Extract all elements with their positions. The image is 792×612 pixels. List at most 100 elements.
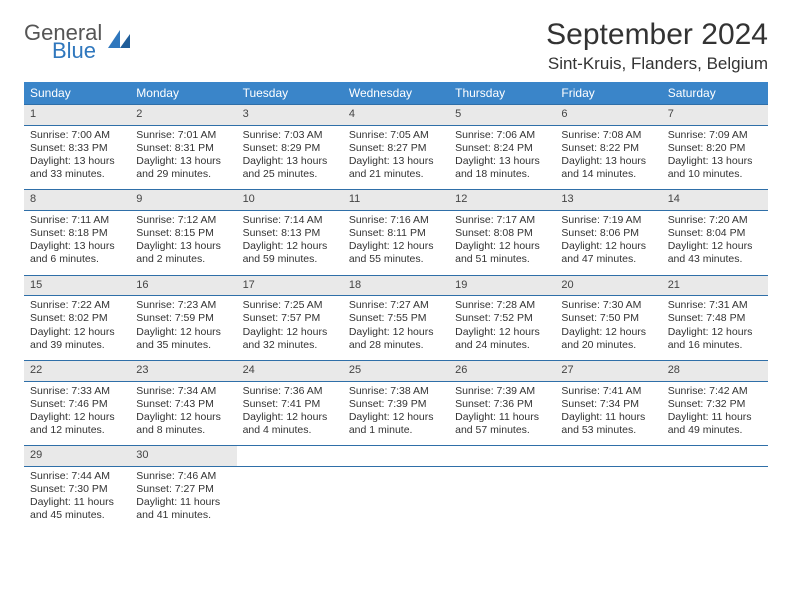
day-line-d2: and 2 minutes. [136,253,230,266]
day-line-d2: and 33 minutes. [30,168,124,181]
logo: General Blue [24,18,132,62]
day-cell [662,466,768,530]
day-line-d2: and 1 minute. [349,424,443,437]
day-line-d2: and 35 minutes. [136,339,230,352]
day-number [343,446,449,467]
day-line-sr: Sunrise: 7:01 AM [136,129,230,142]
day-number: 4 [343,105,449,126]
day-cell: Sunrise: 7:05 AMSunset: 8:27 PMDaylight:… [343,125,449,190]
day-line-sr: Sunrise: 7:31 AM [668,299,762,312]
location-text: Sint-Kruis, Flanders, Belgium [546,54,768,74]
day-line-ss: Sunset: 8:13 PM [243,227,337,240]
day-line-d2: and 29 minutes. [136,168,230,181]
day-line-d1: Daylight: 11 hours [136,496,230,509]
day-line-sr: Sunrise: 7:33 AM [30,385,124,398]
day-line-ss: Sunset: 7:41 PM [243,398,337,411]
day-line-sr: Sunrise: 7:22 AM [30,299,124,312]
day-line-ss: Sunset: 7:43 PM [136,398,230,411]
week-row: Sunrise: 7:00 AMSunset: 8:33 PMDaylight:… [24,125,768,190]
day-line-d2: and 57 minutes. [455,424,549,437]
day-cell [555,466,661,530]
day-line-ss: Sunset: 7:34 PM [561,398,655,411]
daynum-row: 15161718192021 [24,275,768,296]
day-number: 5 [449,105,555,126]
day-cell: Sunrise: 7:38 AMSunset: 7:39 PMDaylight:… [343,381,449,446]
day-cell: Sunrise: 7:44 AMSunset: 7:30 PMDaylight:… [24,466,130,530]
day-number: 16 [130,275,236,296]
day-number: 30 [130,446,236,467]
day-line-sr: Sunrise: 7:06 AM [455,129,549,142]
day-line-sr: Sunrise: 7:46 AM [136,470,230,483]
day-cell: Sunrise: 7:27 AMSunset: 7:55 PMDaylight:… [343,296,449,361]
day-number: 26 [449,360,555,381]
day-line-d1: Daylight: 12 hours [136,326,230,339]
day-number: 18 [343,275,449,296]
day-line-sr: Sunrise: 7:00 AM [30,129,124,142]
day-line-d1: Daylight: 13 hours [561,155,655,168]
day-line-d2: and 10 minutes. [668,168,762,181]
day-line-ss: Sunset: 8:18 PM [30,227,124,240]
day-line-d2: and 25 minutes. [243,168,337,181]
day-line-ss: Sunset: 8:08 PM [455,227,549,240]
day-line-ss: Sunset: 8:15 PM [136,227,230,240]
day-line-d2: and 20 minutes. [561,339,655,352]
day-cell: Sunrise: 7:39 AMSunset: 7:36 PMDaylight:… [449,381,555,446]
day-number: 13 [555,190,661,211]
month-title: September 2024 [546,18,768,52]
day-line-d2: and 32 minutes. [243,339,337,352]
day-line-d1: Daylight: 12 hours [243,411,337,424]
day-number: 14 [662,190,768,211]
day-line-d2: and 21 minutes. [349,168,443,181]
logo-mark-icon [108,26,132,53]
day-line-d2: and 41 minutes. [136,509,230,522]
day-line-ss: Sunset: 7:55 PM [349,312,443,325]
day-cell: Sunrise: 7:36 AMSunset: 7:41 PMDaylight:… [237,381,343,446]
day-number: 1 [24,105,130,126]
day-line-d1: Daylight: 13 hours [455,155,549,168]
day-number: 24 [237,360,343,381]
day-cell: Sunrise: 7:08 AMSunset: 8:22 PMDaylight:… [555,125,661,190]
day-line-ss: Sunset: 8:06 PM [561,227,655,240]
day-line-d2: and 45 minutes. [30,509,124,522]
day-line-d2: and 24 minutes. [455,339,549,352]
day-number [555,446,661,467]
header: General Blue September 2024 Sint-Kruis, … [24,18,768,74]
day-cell: Sunrise: 7:22 AMSunset: 8:02 PMDaylight:… [24,296,130,361]
day-line-sr: Sunrise: 7:16 AM [349,214,443,227]
day-line-sr: Sunrise: 7:27 AM [349,299,443,312]
day-line-d1: Daylight: 12 hours [455,326,549,339]
week-row: Sunrise: 7:44 AMSunset: 7:30 PMDaylight:… [24,466,768,530]
day-cell: Sunrise: 7:34 AMSunset: 7:43 PMDaylight:… [130,381,236,446]
day-line-ss: Sunset: 8:27 PM [349,142,443,155]
day-line-d2: and 59 minutes. [243,253,337,266]
day-line-d1: Daylight: 12 hours [30,326,124,339]
day-line-d2: and 4 minutes. [243,424,337,437]
day-cell [343,466,449,530]
day-line-d2: and 8 minutes. [136,424,230,437]
day-line-ss: Sunset: 7:32 PM [668,398,762,411]
day-line-d2: and 39 minutes. [30,339,124,352]
day-line-sr: Sunrise: 7:41 AM [561,385,655,398]
day-cell: Sunrise: 7:00 AMSunset: 8:33 PMDaylight:… [24,125,130,190]
day-number: 9 [130,190,236,211]
day-line-d2: and 28 minutes. [349,339,443,352]
day-line-ss: Sunset: 8:04 PM [668,227,762,240]
day-cell: Sunrise: 7:33 AMSunset: 7:46 PMDaylight:… [24,381,130,446]
day-number: 10 [237,190,343,211]
dayhead-mon: Monday [130,82,236,105]
day-line-d2: and 53 minutes. [561,424,655,437]
daynum-row: 2930 [24,446,768,467]
day-cell: Sunrise: 7:16 AMSunset: 8:11 PMDaylight:… [343,211,449,276]
day-number: 28 [662,360,768,381]
day-line-sr: Sunrise: 7:09 AM [668,129,762,142]
day-line-sr: Sunrise: 7:11 AM [30,214,124,227]
day-cell: Sunrise: 7:42 AMSunset: 7:32 PMDaylight:… [662,381,768,446]
day-line-ss: Sunset: 7:36 PM [455,398,549,411]
day-number: 25 [343,360,449,381]
day-number: 6 [555,105,661,126]
day-cell: Sunrise: 7:41 AMSunset: 7:34 PMDaylight:… [555,381,661,446]
dayhead-fri: Friday [555,82,661,105]
dayhead-thu: Thursday [449,82,555,105]
day-cell: Sunrise: 7:06 AMSunset: 8:24 PMDaylight:… [449,125,555,190]
day-cell: Sunrise: 7:31 AMSunset: 7:48 PMDaylight:… [662,296,768,361]
